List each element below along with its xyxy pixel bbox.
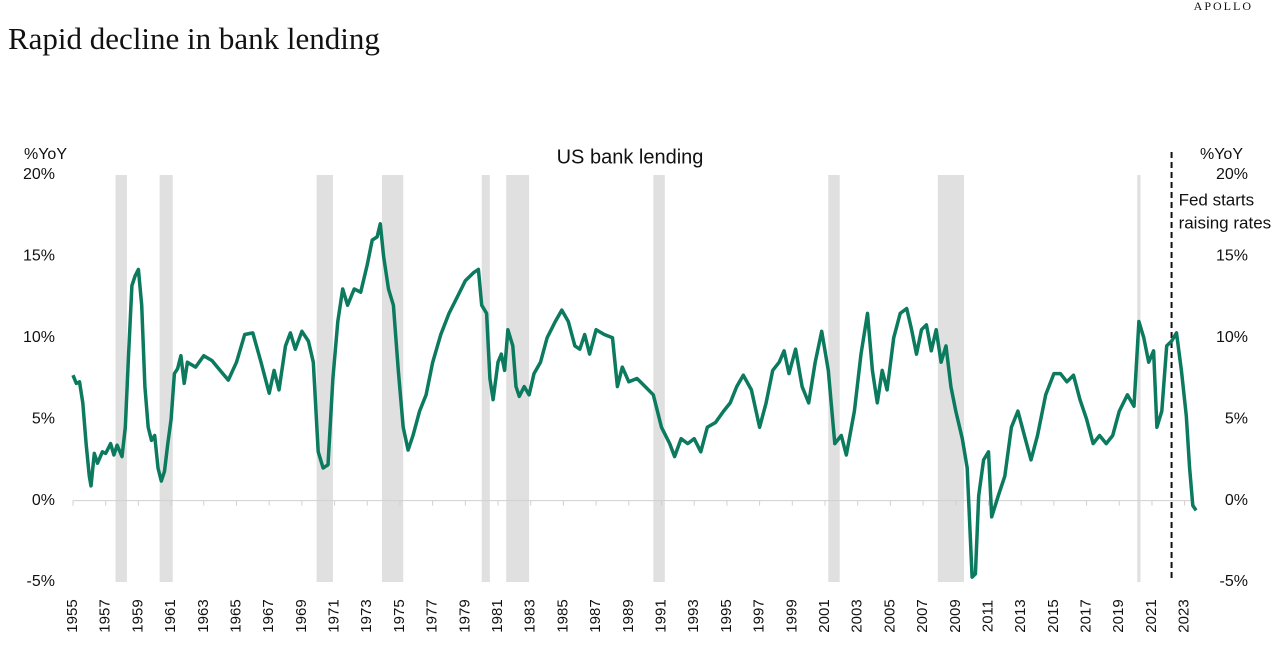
y-tick-label: 15%: [23, 248, 55, 265]
y-tick-label: -5%: [27, 573, 55, 590]
y2-tick-label: -5%: [1220, 573, 1248, 590]
recession-band: [316, 175, 333, 582]
x-tick-label: 1961: [162, 599, 179, 632]
x-tick-label: 1979: [456, 599, 473, 632]
chart-title: Rapid decline in bank lending: [8, 21, 380, 56]
x-tick-label: 1965: [227, 599, 244, 632]
recession-band: [1137, 175, 1141, 582]
series-line: [71, 222, 1198, 579]
x-tick-label: 1955: [64, 599, 81, 632]
x-tick-label: 2015: [1045, 599, 1062, 632]
y2-tick-label: 20%: [1216, 166, 1248, 183]
x-tick-label: 1975: [391, 599, 408, 632]
y2-tick-label: 0%: [1225, 492, 1248, 509]
y2-tick-label: 5%: [1225, 410, 1248, 427]
x-tick-label: 2003: [849, 599, 866, 632]
x-tick-label: 2001: [816, 599, 833, 632]
y2-tick-label: 10%: [1216, 329, 1248, 346]
x-tick-label: 1995: [718, 599, 735, 632]
x-tick-label: 2013: [1012, 599, 1029, 632]
annotation-text: raising rates: [1179, 213, 1272, 232]
recession-band: [653, 175, 665, 582]
x-tick-label: 1967: [260, 599, 277, 632]
x-tick-label: 1973: [358, 599, 375, 632]
brand: APOLLO: [1194, 0, 1253, 13]
y-tick-label: 5%: [32, 410, 55, 427]
x-tick-label: 1987: [587, 599, 604, 632]
x-tick-label: 1989: [620, 599, 637, 632]
annotation-text: Fed starts: [1179, 190, 1255, 209]
x-tick-label: 2009: [947, 599, 964, 632]
x-tick-label: 1957: [97, 599, 114, 632]
x-tick-label: 2021: [1143, 599, 1160, 632]
recession-band: [115, 175, 127, 582]
recession-band: [481, 175, 490, 582]
x-tick-label: 1983: [522, 599, 539, 632]
y-axis-label: %YoY: [24, 146, 67, 163]
x-tick-label: 1991: [652, 599, 669, 632]
x-tick-label: 2019: [1110, 599, 1127, 632]
x-tick-label: 1981: [489, 599, 506, 632]
x-tick-label: 1963: [195, 599, 212, 632]
recession-band: [159, 175, 173, 582]
x-tick-label: 2005: [881, 599, 898, 632]
x-tick-label: 1997: [751, 599, 768, 632]
x-tick-label: 2023: [1176, 599, 1193, 632]
x-tick-label: 1959: [129, 599, 146, 632]
y-tick-label: 10%: [23, 329, 55, 346]
x-tick-label: 2007: [914, 599, 931, 632]
y2-tick-label: 15%: [1216, 248, 1248, 265]
x-tick-label: 1985: [554, 599, 571, 632]
x-tick-label: 1969: [293, 599, 310, 632]
x-tick-label: 2017: [1078, 599, 1095, 632]
recession-band: [506, 175, 530, 582]
chart-subtitle: US bank lending: [557, 146, 704, 168]
x-tick-label: 1993: [685, 599, 702, 632]
x-tick-label: 1977: [424, 599, 441, 632]
y2-axis-label: %YoY: [1200, 146, 1243, 163]
x-tick-label: 1971: [326, 599, 343, 632]
y-tick-label: 0%: [32, 492, 55, 509]
y-tick-label: 20%: [23, 166, 55, 183]
x-tick-label: 1999: [783, 599, 800, 632]
x-tick-label: 2011: [979, 600, 996, 632]
recession-band: [828, 175, 840, 582]
